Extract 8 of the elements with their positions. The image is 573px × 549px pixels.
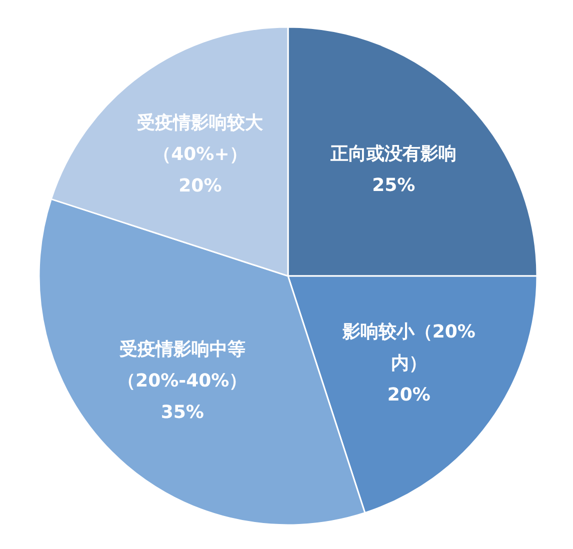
data-label: 20%: [387, 384, 430, 406]
data-label: 20%: [178, 176, 222, 197]
data-label: 25%: [372, 175, 416, 196]
data-label: 35%: [160, 402, 204, 424]
slice-label: 受疫情影响较大（40%+）: [137, 112, 264, 166]
slice-label: 正向或没有影响: [330, 144, 457, 165]
slice-label: 影响较小（20%内）: [341, 321, 476, 374]
slice-label: 受疫情影响中等（20%-40%）: [118, 339, 248, 392]
